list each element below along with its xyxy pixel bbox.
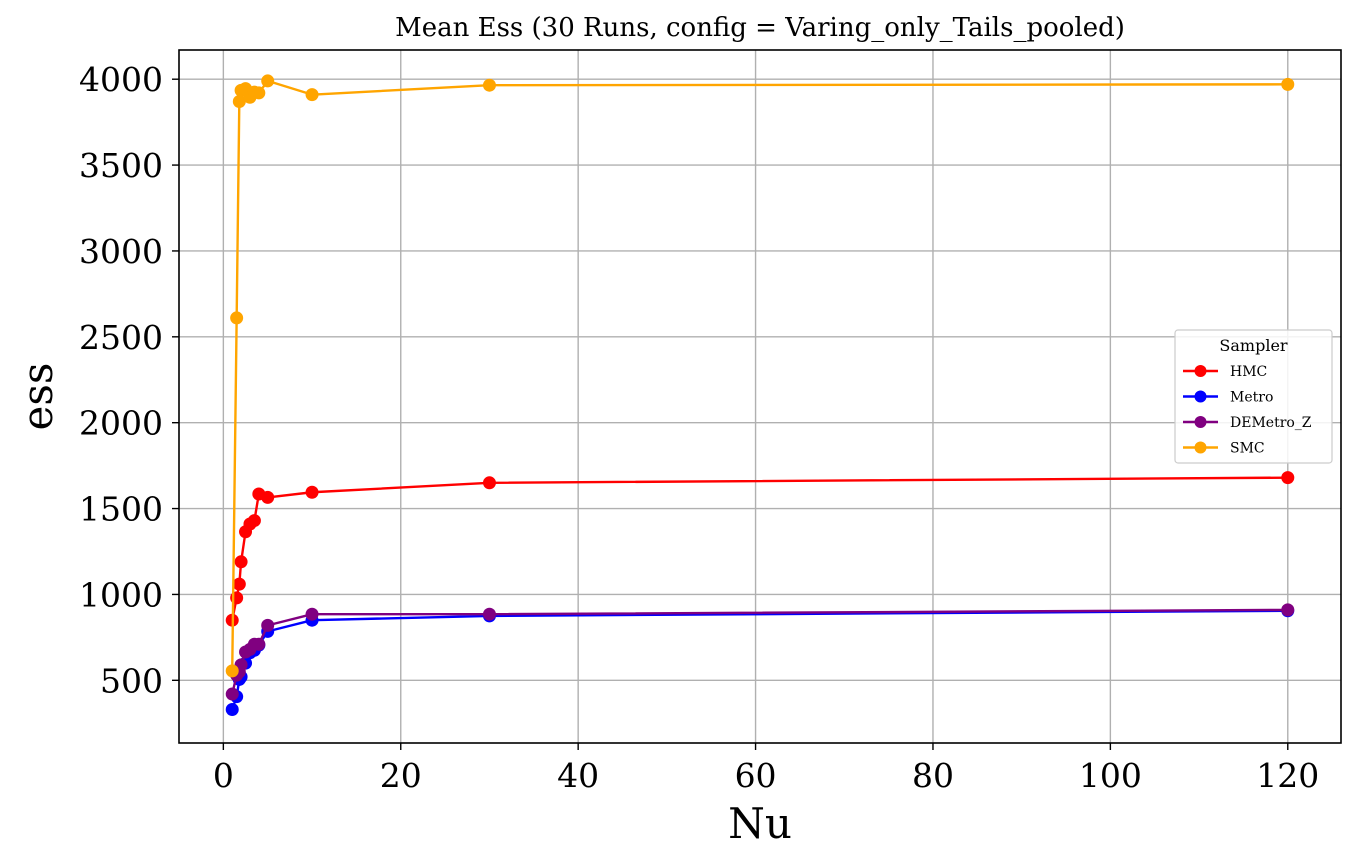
- x-tick-label: 80: [912, 756, 954, 795]
- data-point: [252, 86, 266, 100]
- series-metro: [225, 604, 1295, 717]
- data-point: [305, 607, 319, 621]
- data-point: [232, 577, 246, 591]
- legend-label: HMC: [1230, 364, 1267, 380]
- y-axis-label: ess: [13, 363, 62, 431]
- data-point: [482, 607, 496, 621]
- data-point: [482, 78, 496, 92]
- y-tick-label: 1500: [79, 490, 163, 529]
- legend-item: Metro: [1183, 390, 1273, 406]
- legend: Sampler HMC Metro DEMetro_Z SMC: [1174, 329, 1333, 464]
- data-point: [1281, 603, 1295, 617]
- x-tick-label: 0: [213, 756, 234, 795]
- data-point: [252, 637, 266, 651]
- series-smc: [225, 74, 1295, 678]
- legend-label: SMC: [1230, 441, 1265, 457]
- series-layer: [225, 74, 1295, 717]
- chart-title: Mean Ess (30 Runs, config = Varing_only_…: [395, 13, 1125, 43]
- data-point: [305, 88, 319, 102]
- data-point: [482, 476, 496, 490]
- data-point: [234, 555, 248, 569]
- y-tick-label: 500: [100, 661, 163, 700]
- x-axis-label: Nu: [728, 799, 792, 848]
- legend-swatch-marker: [1194, 365, 1207, 377]
- y-tick-label: 4000: [79, 60, 163, 99]
- series-line: [231, 79, 1288, 671]
- data-point: [261, 74, 275, 88]
- series-line: [231, 609, 1288, 710]
- series-line: [231, 608, 1288, 695]
- data-point: [261, 490, 275, 504]
- data-point: [225, 687, 239, 701]
- legend-item: HMC: [1183, 364, 1267, 380]
- legend-label: Metro: [1230, 390, 1273, 406]
- x-tick-label: 60: [735, 756, 777, 795]
- legend-box: [1174, 329, 1333, 464]
- data-point: [1281, 77, 1295, 91]
- ticks: 0 20 40 60 80 100 120 500 1000 1500 2000 2500 3000 35…: [79, 60, 1319, 795]
- x-tick-label: 100: [1079, 756, 1142, 795]
- grid: [179, 50, 1341, 743]
- legend-label: DEMetro_Z: [1230, 415, 1312, 431]
- y-tick-label: 2000: [79, 404, 163, 443]
- legend-swatch-marker: [1194, 416, 1207, 428]
- plot-frame: [178, 49, 1342, 744]
- y-tick-label: 1000: [79, 575, 163, 614]
- data-point: [1281, 471, 1295, 485]
- legend-item: SMC: [1183, 441, 1265, 457]
- data-point: [305, 485, 319, 499]
- y-tick-label: 3000: [79, 232, 163, 271]
- data-point: [247, 514, 261, 528]
- legend-item: DEMetro_Z: [1183, 415, 1312, 431]
- data-point: [232, 95, 246, 109]
- x-tick-label: 20: [380, 756, 422, 795]
- data-point: [225, 664, 239, 678]
- data-point: [261, 618, 275, 632]
- series-line: [231, 476, 1288, 621]
- y-tick-label: 3500: [79, 146, 163, 185]
- series-hmc: [225, 471, 1295, 627]
- legend-title: Sampler: [1219, 336, 1288, 355]
- data-point: [230, 311, 244, 325]
- x-tick-label: 120: [1256, 756, 1319, 795]
- y-tick-label: 2500: [79, 318, 163, 357]
- x-tick-label: 40: [557, 756, 599, 795]
- legend-swatch-marker: [1194, 441, 1207, 454]
- legend-swatch-marker: [1194, 390, 1207, 403]
- data-point: [225, 703, 239, 717]
